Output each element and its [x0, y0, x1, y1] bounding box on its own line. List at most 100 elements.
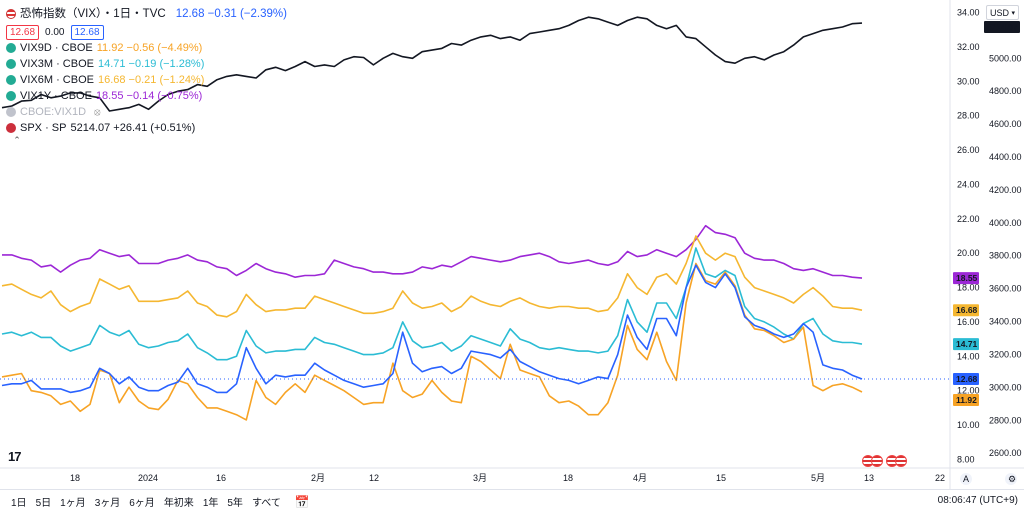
right-axis-tick: 4200.00 — [989, 185, 1022, 195]
legend-symbol: VIX6M · CBOE — [20, 73, 94, 86]
event-flag-icon[interactable] — [895, 455, 907, 467]
series-line-vix6m[interactable] — [1, 235, 863, 318]
buy-price-box[interactable]: 12.68 — [70, 24, 104, 40]
price-label-badge — [984, 21, 1020, 33]
legend-value: 14.71 −0.19 (−1.28%) — [97, 57, 205, 70]
right-axis-tick: 3400.00 — [989, 317, 1022, 327]
left-axis-tick: 34.00 — [957, 8, 980, 18]
x-axis-tick: 2024 — [138, 473, 158, 483]
left-axis-tick: 10.00 — [957, 420, 980, 430]
left-axis-tick: 14.00 — [957, 351, 980, 361]
chart-legend: 恐怖指数（VIX）・1日・TVC 12.68 −0.31 (−2.39%) 12… — [6, 6, 287, 136]
left-axis-tick: 20.00 — [957, 248, 980, 258]
settings-icon[interactable]: ⚙ — [1008, 474, 1016, 484]
series-line-vix1y[interactable] — [2, 224, 863, 279]
range-1m[interactable]: 1ヶ月 — [60, 498, 86, 509]
settings-button[interactable] — [1005, 473, 1017, 485]
price-label-text: 5214.07 — [987, 22, 1018, 32]
price-label-text: 16.68 — [956, 305, 978, 315]
range-1d[interactable]: 1日 — [11, 498, 27, 509]
left-axis-tick: 30.00 — [957, 76, 980, 86]
legend-row[interactable]: VIX3M · CBOE 14.71 −0.19 (−1.28%) — [6, 56, 287, 72]
series-line-vix9d[interactable] — [1, 262, 863, 421]
us-flag-icon — [6, 9, 16, 19]
range-3m[interactable]: 3ヶ月 — [94, 498, 121, 509]
series-line-spx[interactable] — [1, 16, 863, 112]
currency-label: USD — [990, 7, 1010, 18]
x-axis-tick: 16 — [216, 473, 226, 483]
legend-symbol: CBOE:VIX1D — [20, 105, 87, 118]
legend-value: 11.92 −0.56 (−4.49%) — [96, 41, 203, 54]
legend-title[interactable]: 恐怖指数（VIX）・1日・TVC — [20, 7, 166, 20]
series-line-vix3m[interactable] — [1, 247, 863, 361]
left-axis-tick: 8.00 — [957, 454, 975, 464]
price-label-badge — [953, 304, 979, 317]
legend-row[interactable]: VIX9D · CBOE 11.92 −0.56 (−4.49%) — [6, 40, 287, 56]
spx-logo-icon[interactable] — [6, 123, 16, 133]
legend-value: 18.55 −0.14 (−0.75%) — [95, 89, 203, 102]
event-flag-icon[interactable] — [871, 455, 883, 467]
series-eye-icon[interactable] — [6, 91, 16, 101]
price-label-text: 18.55 — [956, 273, 978, 283]
range-1y[interactable]: 1年 — [202, 498, 219, 509]
calendar-icon[interactable]: 📅 — [294, 494, 310, 509]
series-eye-icon[interactable] — [6, 107, 16, 117]
series-line-vix[interactable] — [1, 264, 863, 394]
range-all[interactable]: すべて — [251, 498, 281, 509]
price-chart[interactable]: 34.00 32.00 30.00 28.00 26.00 24.00 22.00 20.00… — [0, 0, 1024, 489]
right-axis-tick: 4800.00 — [989, 86, 1022, 96]
spread-value: 0.00 — [45, 26, 65, 38]
left-axis-tick: 26.00 — [957, 145, 980, 155]
right-axis-tick: 5000.00 — [989, 53, 1022, 63]
x-axis-tick: 18 — [563, 473, 573, 483]
legend-title-value: 12.68 −0.31 (−2.39%) — [175, 7, 287, 20]
legend-value: 16.68 −0.21 (−1.24%) — [97, 73, 205, 86]
auto-scale-icon[interactable]: A — [963, 474, 969, 484]
price-label-badge — [953, 272, 979, 285]
x-axis-tick: 22 — [935, 473, 945, 483]
series-eye-icon[interactable] — [6, 75, 16, 85]
range-5y[interactable]: 5年 — [227, 498, 243, 509]
collapse-legend-icon[interactable]: ⌃ — [13, 134, 21, 145]
right-axis-tick: 4000.00 — [989, 218, 1022, 228]
series-eye-icon[interactable] — [6, 59, 16, 69]
legend-symbol: VIX9D · CBOE — [20, 41, 93, 54]
price-label-text: 11.92 — [956, 395, 977, 405]
price-label-badge — [953, 338, 979, 351]
price-label-badge — [953, 394, 979, 407]
left-axis-tick: 16.00 — [957, 317, 980, 327]
left-axis-tick: 12.00 — [957, 386, 980, 396]
price-label-text: 14.71 — [956, 339, 978, 349]
right-axis-tick: 3200.00 — [989, 349, 1022, 359]
series-eye-icon[interactable] — [6, 43, 16, 53]
right-axis-tick: 3600.00 — [989, 284, 1022, 294]
x-axis-tick: 2月 — [311, 473, 325, 483]
chevron-down-icon: ▾ — [1011, 9, 1015, 17]
x-axis-tick: 18 — [70, 473, 80, 483]
range-ytd[interactable]: 年初来 — [163, 498, 194, 509]
auto-scale-button[interactable] — [960, 473, 972, 485]
left-axis-tick: 22.00 — [957, 214, 980, 224]
x-axis-tick: 13 — [864, 473, 874, 483]
currency-selector[interactable]: USD ▾ — [986, 5, 1019, 20]
hidden-eye-icon[interactable]: ⦻ — [94, 106, 101, 118]
legend-row[interactable]: SPX · SP 5214.07 +26.41 (+0.51%) — [6, 120, 287, 136]
x-axis-tick: 5月 — [811, 473, 825, 483]
clock-readout[interactable]: 08:06:47 (UTC+9) — [937, 495, 1018, 506]
tradingview-logo-icon[interactable]: 17 — [8, 449, 22, 464]
right-axis-tick: 3000.00 — [989, 382, 1022, 392]
legend-title-row: 恐怖指数（VIX）・1日・TVC 12.68 −0.31 (−2.39%) — [6, 6, 287, 22]
price-label-text: 12.68 — [956, 374, 978, 384]
legend-row[interactable]: VIX1Y · CBOE 18.55 −0.14 (−0.75%) — [6, 88, 287, 104]
range-6m[interactable]: 6ヶ月 — [129, 498, 155, 509]
left-axis-tick: 18.00 — [957, 283, 980, 293]
legend-row[interactable]: VIX6M · CBOE 16.68 −0.21 (−1.24%) — [6, 72, 287, 88]
x-axis-tick: 4月 — [633, 473, 647, 483]
legend-row[interactable]: CBOE:VIX1D ⦻ — [6, 104, 287, 120]
right-axis-tick: 4600.00 — [989, 119, 1022, 129]
x-axis-tick: 12 — [369, 473, 379, 483]
x-axis-tick: 15 — [716, 473, 726, 483]
right-axis-tick: 4400.00 — [989, 152, 1022, 162]
sell-price-box[interactable]: 12.68 — [6, 24, 40, 40]
range-5d[interactable]: 5日 — [35, 498, 52, 509]
